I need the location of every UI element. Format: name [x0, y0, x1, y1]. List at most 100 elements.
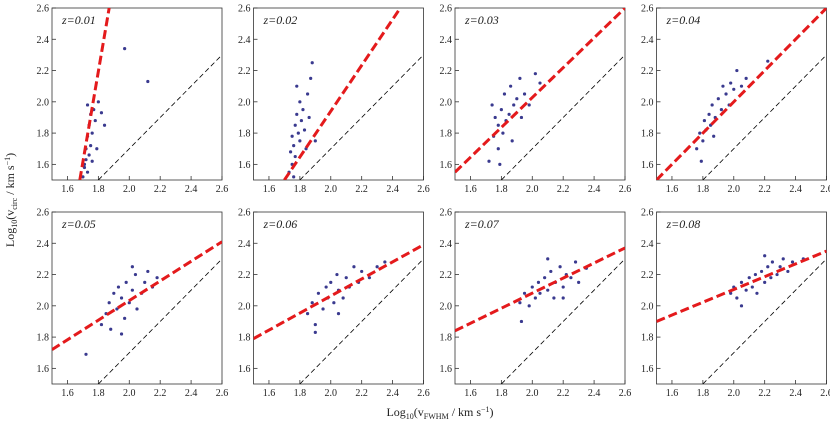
y-tick-label: 1.8: [37, 129, 50, 140]
point: [332, 301, 336, 305]
point: [293, 123, 297, 127]
point: [119, 332, 124, 336]
point: [759, 269, 764, 274]
point: [721, 84, 725, 88]
x-tick-label: 1.8: [294, 184, 307, 195]
point: [89, 144, 93, 148]
point: [305, 312, 310, 316]
y-tick-label: 1.8: [238, 129, 251, 140]
point: [510, 139, 514, 143]
point: [99, 111, 104, 115]
point: [302, 128, 307, 132]
x-tick-label: 1.8: [495, 184, 508, 195]
point: [299, 118, 304, 123]
point: [533, 296, 537, 300]
point: [90, 159, 94, 163]
point: [755, 291, 759, 295]
y-label-part: (v: [3, 210, 17, 220]
point: [732, 87, 736, 91]
point: [316, 291, 321, 295]
point: [146, 269, 150, 274]
y-tick-label: 2.4: [641, 239, 654, 250]
x-tick-label: 1.8: [697, 184, 710, 195]
plot-area: [455, 246, 625, 384]
point: [739, 84, 744, 88]
point: [107, 301, 111, 305]
fit-line: [78, 8, 111, 180]
point: [102, 123, 107, 127]
point: [716, 97, 720, 101]
y-tick-label: 2.2: [37, 270, 50, 281]
point: [336, 312, 341, 316]
point: [119, 296, 124, 300]
point: [130, 288, 134, 292]
plot-area: [656, 249, 827, 384]
x-tick-label: 1.6: [61, 184, 74, 195]
x-tick-label: 2.2: [355, 388, 368, 399]
point: [766, 265, 770, 269]
plot-area: [253, 243, 424, 384]
x-label-part: FWHM: [424, 412, 449, 421]
x-tick-label: 2.4: [386, 184, 399, 195]
reference-line: [702, 54, 827, 180]
x-tick-label: 2.4: [185, 388, 198, 399]
x-tick-label: 1.6: [464, 388, 477, 399]
x-tick-label: 2.0: [325, 388, 338, 399]
y-label-part: ): [3, 153, 17, 157]
point: [112, 291, 116, 295]
point: [293, 154, 297, 159]
x-tick-label: 2.2: [154, 388, 167, 399]
point: [527, 304, 531, 308]
point: [292, 144, 296, 148]
x-tick-label: 2.4: [386, 388, 399, 399]
point: [724, 92, 728, 96]
x-tick-label: 1.8: [495, 388, 508, 399]
panel: 1.6 1.8 2.0 2.2 2.4 2.6 1.6 1.8 2.0 2.2 2.4 2.6 z=0.…: [440, 208, 632, 400]
x-tick-label: 1.6: [263, 184, 276, 195]
point: [313, 330, 317, 334]
reference-line: [299, 258, 424, 384]
reference-line: [299, 54, 424, 180]
point: [561, 285, 565, 289]
x-tick-label: 2.0: [728, 388, 741, 399]
point: [577, 280, 581, 284]
y-tick-label: 1.8: [238, 333, 251, 344]
panel-annotation: z=0.02: [263, 13, 298, 27]
x-tick-label: 2.6: [619, 388, 632, 399]
point: [87, 153, 91, 157]
fit-line: [656, 249, 827, 323]
point: [569, 276, 573, 280]
y-tick-label: 1.6: [440, 160, 453, 171]
y-tick-label: 2.2: [641, 270, 654, 281]
point: [695, 147, 699, 151]
x-tick-label: 2.6: [216, 184, 229, 195]
point: [763, 254, 767, 258]
point: [744, 288, 748, 292]
point: [133, 272, 138, 277]
x-tick-label: 2.6: [417, 388, 430, 399]
point: [309, 76, 313, 80]
point: [719, 108, 724, 112]
point: [329, 280, 333, 284]
point: [519, 319, 524, 324]
x-tick-label: 2.0: [325, 184, 338, 195]
x-tick-label: 2.2: [557, 388, 570, 399]
point: [85, 170, 90, 174]
point: [90, 131, 94, 135]
reference-line: [501, 54, 625, 180]
point: [123, 47, 127, 51]
x-label-part: −1: [481, 405, 490, 414]
point: [561, 296, 565, 300]
point: [536, 280, 541, 284]
point: [546, 288, 550, 292]
reference-line: [501, 258, 625, 384]
point: [496, 147, 500, 151]
y-tick-label: 1.6: [37, 160, 50, 171]
point: [546, 257, 550, 261]
x-tick-label: 1.6: [666, 388, 679, 399]
y-tick-label: 2.2: [440, 270, 453, 281]
point: [84, 158, 88, 162]
y-tick-label: 2.4: [37, 239, 50, 250]
y-label-part: circ: [10, 197, 19, 209]
